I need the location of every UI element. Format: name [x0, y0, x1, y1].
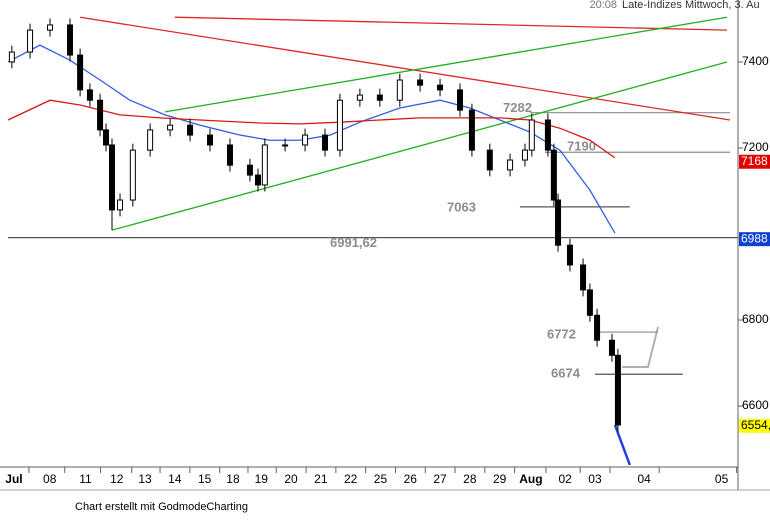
candle-body — [486, 149, 493, 171]
candle-body — [246, 164, 253, 176]
y-tick-label: 6800 — [742, 312, 769, 326]
x-tick-label: 21 — [314, 472, 328, 486]
candle-body — [66, 24, 73, 56]
candle-body — [550, 149, 557, 201]
x-tick-label: 27 — [433, 472, 447, 486]
price-label: 6988 — [741, 231, 768, 245]
candle-body — [86, 89, 93, 101]
x-tick-label: Aug — [519, 472, 542, 486]
price-label-box — [739, 232, 770, 247]
level-label: 6772 — [547, 327, 576, 342]
footer-credit: Chart erstellt mit GodmodeCharting — [75, 501, 248, 513]
candle-body — [282, 144, 289, 147]
y-tick-label: 7200 — [742, 140, 769, 154]
x-tick-label: 20 — [284, 472, 298, 486]
x-tick-label: 02 — [559, 472, 573, 486]
bracket — [622, 326, 659, 368]
level-label: 7282 — [503, 100, 532, 115]
candle-body — [302, 134, 309, 146]
price-label: 6554, — [741, 418, 770, 432]
level-label: 7063 — [447, 199, 476, 214]
candle-body — [417, 79, 424, 86]
candle-body — [437, 84, 444, 91]
x-tick-label: 11 — [79, 472, 92, 486]
candle-body — [261, 144, 268, 186]
candle-body — [521, 149, 528, 161]
candle-body — [356, 94, 363, 101]
x-tick-label: 14 — [168, 472, 182, 486]
trend-line — [80, 16, 731, 121]
trend-line — [7, 44, 616, 234]
price-label-box — [739, 154, 770, 169]
x-tick-label: 28 — [463, 472, 477, 486]
y-tick-label: 7400 — [742, 54, 769, 68]
trend-line — [174, 16, 727, 31]
candle-body — [566, 244, 573, 266]
candle-body — [586, 289, 593, 316]
candle-body — [147, 129, 154, 151]
x-tick-label: 08 — [43, 472, 57, 486]
candle-body — [27, 29, 34, 53]
candle-body — [77, 54, 84, 91]
candle-body — [580, 264, 587, 291]
candle-body — [103, 129, 110, 146]
candle-body — [207, 134, 214, 146]
x-tick-label: 19 — [255, 472, 269, 486]
level-label: 7190 — [567, 139, 596, 154]
candle-body — [47, 24, 54, 31]
candle-body — [129, 149, 136, 201]
x-tick-label: 04 — [637, 472, 651, 486]
candle-body — [254, 174, 261, 186]
x-tick-label: 12 — [110, 472, 124, 486]
candle-body — [614, 354, 621, 426]
level-label: 6991,62 — [330, 235, 377, 250]
price-label-box — [739, 418, 770, 433]
candle-body — [167, 124, 174, 131]
candle-body — [396, 79, 403, 101]
candle-body — [226, 144, 233, 166]
candle-body — [544, 119, 551, 151]
candle-body — [322, 134, 329, 151]
x-tick-label: 05 — [715, 472, 729, 486]
x-tick-label: 22 — [344, 472, 358, 486]
candle-body — [97, 99, 104, 131]
candle-body — [117, 199, 124, 211]
x-tick-label: 25 — [374, 472, 388, 486]
candle-body — [507, 159, 514, 171]
x-tick-label: 26 — [404, 472, 418, 486]
candle-body — [336, 99, 343, 151]
candle-body — [187, 124, 194, 136]
x-tick-label: 29 — [493, 472, 507, 486]
candle-body — [555, 199, 562, 246]
level-label: 6674 — [551, 366, 581, 381]
trend-line — [111, 61, 728, 231]
candle-body — [108, 144, 115, 211]
candle-body — [376, 94, 383, 101]
y-tick-label: 6600 — [742, 398, 769, 412]
x-tick-label: 15 — [198, 472, 212, 486]
x-tick-label: 03 — [588, 472, 602, 486]
candle-body — [457, 89, 464, 111]
candle-body — [528, 119, 535, 151]
candle-body — [608, 339, 615, 356]
trend-line — [613, 424, 632, 466]
price-label: 7168 — [741, 154, 768, 168]
candle-body — [594, 314, 601, 341]
x-tick-label: 13 — [138, 472, 152, 486]
header-title: Late-Indizes Mittwoch, 3. Au — [622, 0, 760, 11]
x-tick-label: Jul — [5, 472, 22, 486]
candle-body — [468, 109, 475, 151]
trend-line — [164, 16, 728, 113]
x-tick-label: 18 — [226, 472, 240, 486]
candle-body — [8, 51, 15, 63]
header-time: 20:08 — [589, 0, 617, 11]
